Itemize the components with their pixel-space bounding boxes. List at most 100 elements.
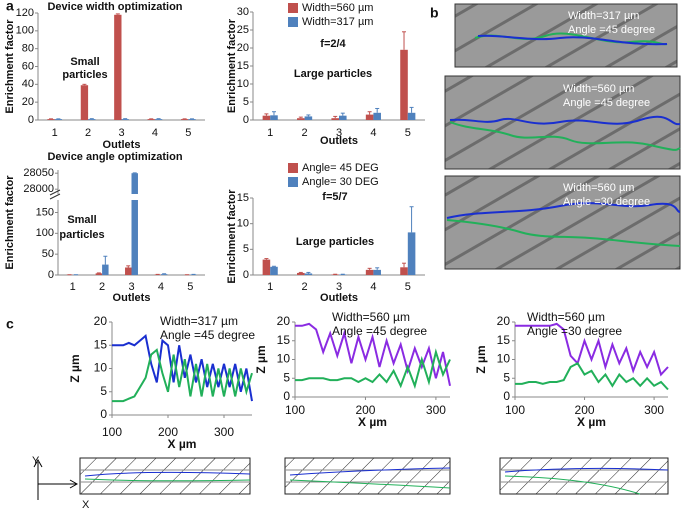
x-axis-label: X µm [577,415,606,429]
x-tick-label: 2 [85,127,91,139]
bar [373,269,381,275]
bar [407,232,416,275]
panel-label: a [6,0,14,14]
bar [331,274,339,275]
x-tick-label: 5 [187,281,193,293]
y-axis-label: Enrichment factor [4,175,16,270]
y-tick-label: 100 [16,25,34,37]
bar [297,272,305,275]
x-axis-label: Outlets [113,292,151,304]
line [515,322,669,377]
bar [373,112,381,120]
bar [114,14,122,120]
line [295,348,451,390]
bar [147,119,155,120]
y-tick-label: 150 [36,206,54,218]
x-tick-label: 5 [405,127,411,139]
x-axis-label: X µm [168,437,197,451]
micrograph-label: Width=560 µm [563,83,634,95]
legend-swatch [288,3,298,13]
y-axis-label: Z µm [68,354,82,382]
bar [47,119,55,120]
x-tick-label: 2 [99,281,105,293]
y-tick-label: 0 [243,269,249,281]
x-axis-label: Outlets [320,292,358,304]
y-tick-label: 0 [243,114,249,126]
legend-label: Width=317 µm [302,16,373,28]
annotation: Angle =30 degree [527,324,622,338]
legend-swatch [288,17,298,27]
bar [154,119,163,120]
annotation: Angle =45 degree [160,328,255,342]
y-tick-label: 50 [42,248,54,260]
y-tick-label: 28050 [23,167,54,179]
y-axis-label: Z µm [254,345,268,373]
y-tick-label: 0 [503,389,510,403]
bar [262,115,271,120]
bar [365,114,374,120]
bar [131,173,138,194]
arrow-label: X [82,499,90,511]
x-tick-label: 5 [185,127,191,139]
legend-label: Angle= 45 DEG [302,162,379,174]
x-tick-label: 4 [370,281,376,293]
y-tick-label: 15 [94,337,108,351]
micrograph [444,175,681,270]
bar [131,200,138,275]
y-tick-label: 5 [283,370,290,384]
bar [365,269,374,275]
y-tick-label: 5 [503,370,510,384]
y-tick-label: 20 [497,314,511,328]
annotation: Angle =45 degree [332,324,427,338]
y-tick-label: 5 [243,96,249,108]
axis-break [49,189,61,200]
bar [160,274,168,275]
x-axis-label: Outlets [103,139,141,151]
bar [400,267,408,275]
y-tick-label: 20 [22,96,34,108]
y-tick-label: 0 [283,389,290,403]
y-axis-label: Enrichment factor [226,189,238,284]
annotation: Large particles [294,68,372,80]
y-tick-label: 120 [16,7,34,19]
y-tick-label: 10 [237,218,249,230]
x-tick-label: 1 [52,127,58,139]
micrograph-label: Width=317 µm [568,10,639,22]
y-tick-label: 0 [28,114,34,126]
panel-label: b [430,5,439,21]
arrow-label: Y [32,455,40,467]
bar [407,112,416,120]
y-tick-label: 15 [497,333,511,347]
bar [121,119,129,120]
bar [180,119,189,120]
panel-label: c [6,316,14,332]
x-tick-label: 1 [70,281,76,293]
annotation: Width=317 µm [160,314,238,328]
line [515,361,669,391]
y-tick-label: 28000 [23,183,54,195]
bar [270,115,278,120]
x-tick-label: 1 [267,127,273,139]
bar [102,264,109,275]
x-tick-label: 4 [158,281,164,293]
y-tick-label: 100 [36,227,54,239]
legend-swatch [288,177,298,187]
axis-arrows [33,458,79,500]
annotation: particles [62,69,107,81]
y-tick-label: 15 [277,333,291,347]
micrograph [454,3,678,68]
chart-title: Device angle optimization [47,151,182,163]
annotation: Large particles [296,236,374,248]
y-axis-label: Enrichment factor [226,18,238,113]
y-tick-label: 5 [243,243,249,255]
y-tick-label: 25 [237,24,249,36]
bar [95,273,103,275]
y-tick-label: 40 [22,78,34,90]
x-tick-label: 4 [152,127,158,139]
y-tick-label: 10 [497,352,511,366]
y-tick-label: 15 [237,192,249,204]
y-axis-label: Enrichment factor [4,19,16,114]
x-tick-label: 200 [355,403,375,417]
y-tick-label: 10 [237,78,249,90]
annotation: Small [70,56,99,68]
